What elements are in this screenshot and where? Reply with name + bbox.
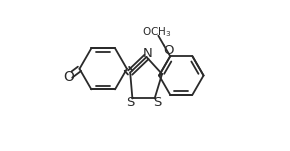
Text: O: O bbox=[63, 70, 74, 84]
Text: S: S bbox=[126, 96, 134, 109]
Text: O: O bbox=[163, 43, 174, 56]
Text: OCH$_3$: OCH$_3$ bbox=[142, 26, 171, 39]
Text: S: S bbox=[153, 96, 161, 109]
Text: N: N bbox=[143, 47, 153, 60]
